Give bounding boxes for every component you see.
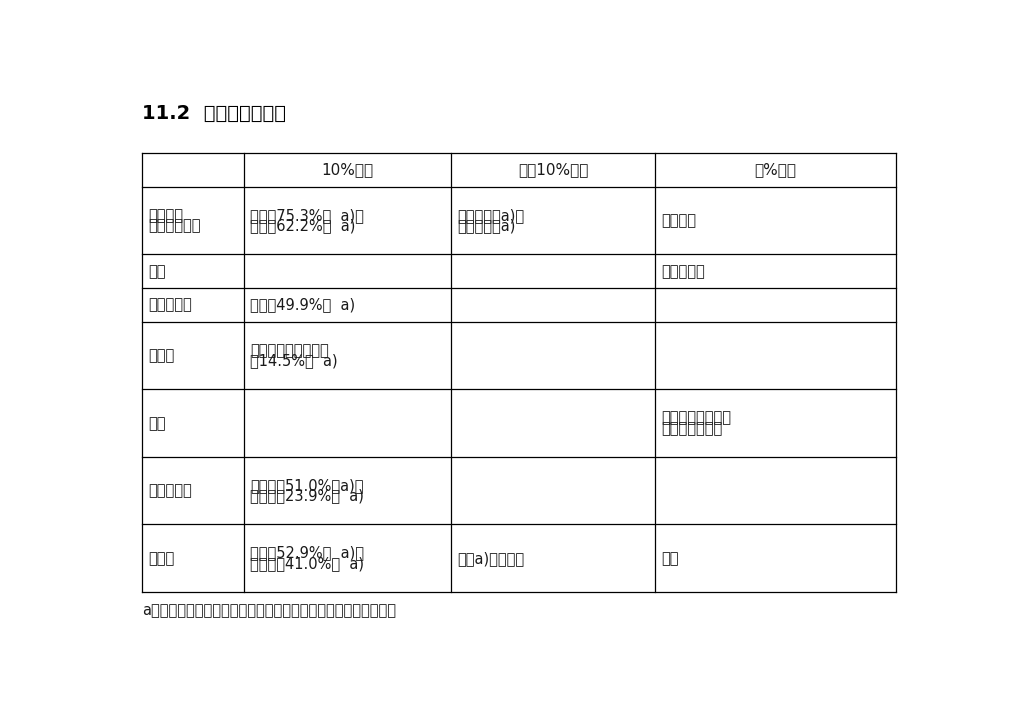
Text: 筋肉痛（51.0%）a)、: 筋肉痛（51.0%）a)、 bbox=[250, 478, 363, 493]
Text: 発熱a)、四肢痛: 発熱a)、四肢痛 bbox=[457, 551, 525, 566]
Text: 頭痛（49.9%）  a): 頭痛（49.9%） a) bbox=[250, 297, 355, 312]
Text: 精神神経系: 精神神経系 bbox=[148, 297, 192, 312]
Text: 10%以上: 10%以上 bbox=[321, 162, 373, 178]
Text: 発赤・紅斑a)、: 発赤・紅斑a)、 bbox=[457, 207, 525, 222]
Text: 関節痛（23.9%）  a): 関節痛（23.9%） a) bbox=[250, 489, 364, 503]
Text: a）臨床試験において電子日誌により収集した副反応の発現頻度: a）臨床試験において電子日誌により収集した副反応の発現頻度 bbox=[141, 603, 396, 618]
Text: その他: その他 bbox=[148, 551, 175, 566]
Text: 血液: 血液 bbox=[148, 264, 165, 279]
Text: 疲労（52.9%）  a)、: 疲労（52.9%） a)、 bbox=[250, 545, 364, 560]
Text: 11.2  その他の副反応: 11.2 その他の副反応 bbox=[141, 104, 286, 123]
Text: 皮膚: 皮膚 bbox=[148, 416, 165, 430]
Text: 悪　心　・　嘔　吐: 悪 心 ・ 嘔 吐 bbox=[250, 343, 329, 358]
Text: 疼痛（62.2%）  a): 疼痛（62.2%） a) bbox=[250, 219, 355, 234]
Text: １〜10%未満: １〜10%未満 bbox=[518, 162, 588, 178]
Text: 倦怠感（41.0%）  a): 倦怠感（41.0%） a) bbox=[250, 556, 364, 571]
Text: （注射部位）: （注射部位） bbox=[148, 219, 201, 234]
Text: １%未満: １%未満 bbox=[755, 162, 797, 178]
Text: 悪寒: 悪寒 bbox=[661, 551, 679, 566]
Text: 圧痛（75.3%）  a)、: 圧痛（75.3%） a)、 bbox=[250, 207, 364, 222]
Text: 消化器: 消化器 bbox=[148, 348, 175, 363]
Text: リンパ節症: リンパ節症 bbox=[661, 264, 705, 279]
Text: 筋・骨格系: 筋・骨格系 bbox=[148, 483, 192, 498]
Text: 腫脹・硬結a): 腫脹・硬結a) bbox=[457, 219, 516, 234]
Text: 痒症、じん麻疹: 痒症、じん麻疹 bbox=[661, 421, 722, 436]
Text: そう痒感: そう痒感 bbox=[661, 213, 696, 228]
Text: （14.5%）  a): （14.5%） a) bbox=[250, 353, 338, 369]
Text: 発疹、紅斑、そう: 発疹、紅斑、そう bbox=[661, 410, 732, 426]
Text: 局所症状: 局所症状 bbox=[148, 207, 183, 222]
